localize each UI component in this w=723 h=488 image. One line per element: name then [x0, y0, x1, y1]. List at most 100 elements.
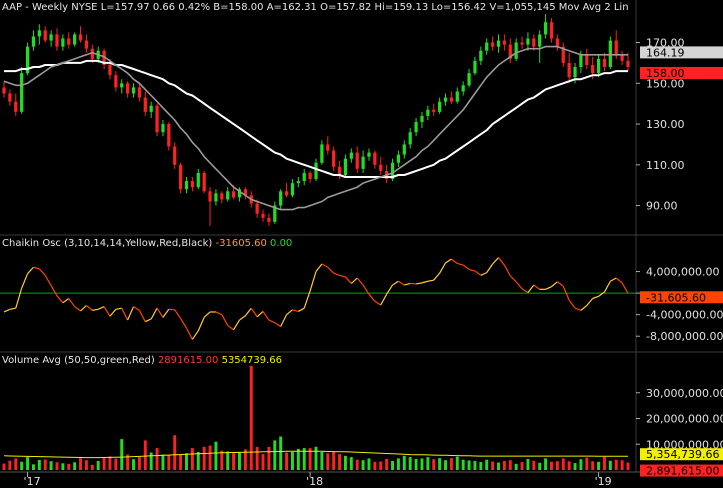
volume-bar: [620, 460, 624, 470]
chaikin-line-segment: [80, 305, 87, 312]
chaikin-line-segment: [303, 290, 311, 309]
chaikin-line-segment: [562, 285, 570, 301]
volume-bar: [214, 441, 218, 470]
volume-bar: [343, 455, 347, 470]
chaikin-line-segment: [244, 307, 252, 317]
chaikin-line-segment: [586, 298, 594, 306]
chaikin-line-segment: [221, 314, 229, 326]
chaikin-line-segment: [398, 280, 405, 286]
candle-body: [485, 42, 489, 51]
gridlines: [0, 0, 723, 473]
candle-body: [20, 73, 24, 112]
volume-bar: [367, 458, 371, 470]
volume-bar: [149, 452, 153, 470]
ma-value-label: 164.19: [646, 46, 685, 59]
chaikin-line-segment: [109, 308, 117, 317]
chaikin-axis-label: -4,000,000.00: [646, 309, 723, 322]
chaikin-line-segment: [533, 284, 541, 290]
chaikin-line-segment: [474, 270, 482, 276]
volume-bar: [126, 454, 130, 470]
chaikin-value-2: 0.00: [270, 238, 293, 249]
candle-body: [320, 144, 324, 163]
volume-bar: [55, 462, 59, 470]
candle-body: [379, 164, 383, 171]
chaikin-line-segment: [592, 295, 599, 300]
last-price-label: 158.00: [646, 67, 685, 80]
chaikin-line-segment: [127, 306, 135, 321]
chaikin-line-segment: [433, 272, 441, 281]
volume-bar: [273, 440, 277, 470]
volume-last-value: 2891615.00: [157, 355, 219, 366]
chaikin-line-segment: [44, 275, 52, 286]
volume-bar: [220, 450, 224, 470]
candle-body: [373, 152, 377, 165]
chaikin-line-segment: [97, 306, 105, 310]
price-axis-label: 110.00: [646, 159, 685, 172]
volume-bar: [267, 446, 271, 470]
candle-body: [532, 38, 536, 47]
volume-bar: [420, 458, 424, 470]
candle-body: [467, 73, 471, 86]
candle-body: [296, 181, 300, 184]
volume-bar: [349, 457, 353, 470]
candle-body: [449, 97, 454, 102]
x-axis-label: '19: [595, 475, 612, 488]
chaikin-line-segment: [392, 280, 399, 286]
candle-body: [355, 152, 359, 169]
candle-body: [2, 87, 6, 94]
candle-body: [108, 64, 112, 76]
candle-body: [61, 38, 65, 47]
candle-body: [31, 36, 36, 47]
moving-average-slow-line: [4, 59, 628, 178]
chaikin-line-segment: [492, 257, 499, 265]
candle-body: [591, 64, 595, 74]
volume-bar: [37, 459, 41, 470]
chaikin-line-segment: [315, 263, 323, 272]
chaikin-line-segment: [515, 281, 523, 290]
chaikin-line-segment: [545, 286, 552, 290]
volume-bar: [479, 462, 483, 470]
candle-body: [367, 152, 371, 157]
chaikin-line-segment: [180, 318, 188, 329]
volume-bar: [320, 451, 324, 470]
chaikin-line-segment: [610, 277, 617, 282]
chaikin-line-segment: [327, 266, 335, 274]
price-pane: [2, 14, 630, 226]
candle-body: [426, 109, 430, 116]
symbol-label: AAP - Weekly: [2, 2, 69, 13]
chaikin-line-segment: [197, 317, 205, 332]
chaikin-line-segment: [286, 309, 293, 316]
price-axis-label: 130.00: [646, 118, 685, 131]
candle-body: [149, 105, 153, 112]
open-price: O=157.82: [320, 2, 372, 13]
chaikin-line-segment: [368, 293, 376, 302]
candle-body: [302, 172, 306, 182]
chaikin-value: -31605.60: [215, 238, 267, 249]
chaikin-line-segment: [362, 284, 370, 295]
price-change: 0.66: [152, 2, 176, 13]
chaikin-line-segment: [321, 263, 329, 268]
volume-bar: [579, 459, 583, 470]
volume-bar: [526, 458, 530, 470]
candle-body: [114, 75, 118, 88]
last-price: L=157.97: [100, 2, 150, 13]
candle-body: [279, 191, 283, 206]
candle-body: [526, 38, 530, 45]
chaikin-line-segment: [280, 314, 288, 327]
candle-body: [137, 87, 142, 98]
volume-axis-label: 20,000,000.00: [646, 413, 723, 426]
chaikin-line-segment: [344, 276, 352, 284]
volume-bar: [338, 454, 342, 470]
chaikin-line-segment: [439, 262, 447, 274]
chaikin-line-segment: [227, 324, 234, 331]
volume-bar: [467, 460, 471, 470]
volume-bar: [61, 463, 65, 470]
chaikin-line-segment: [480, 272, 487, 276]
price-axis-label: 170.00: [646, 37, 685, 50]
chaikin-line-segment: [92, 308, 99, 311]
volume-bar: [355, 459, 359, 470]
volume-bar: [132, 459, 135, 470]
volume-bar: [120, 439, 124, 470]
chaikin-line-segment: [168, 308, 175, 311]
x-axis: '17 '18 '19: [24, 472, 612, 488]
